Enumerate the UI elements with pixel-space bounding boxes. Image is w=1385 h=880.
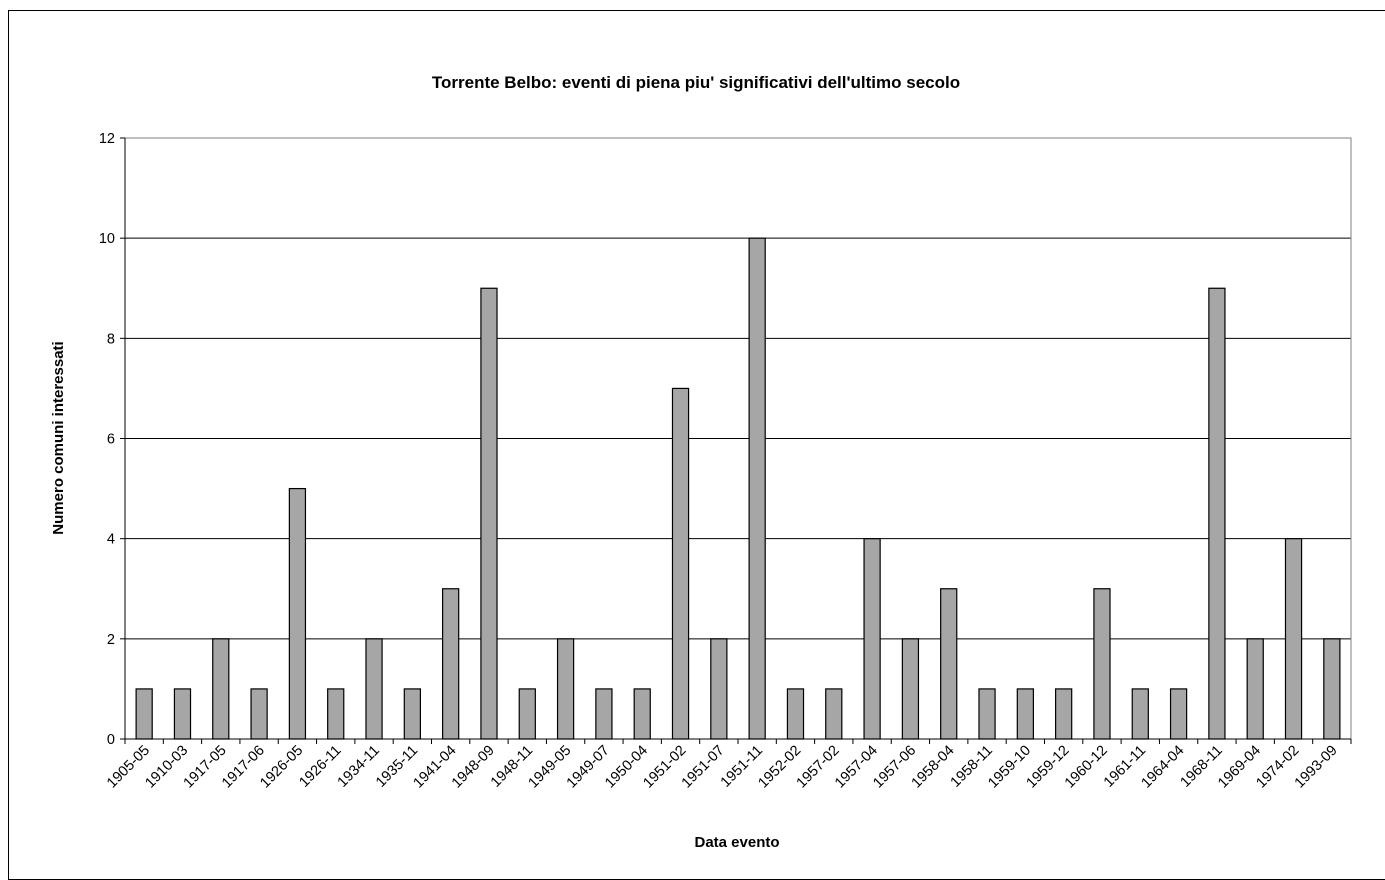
bar [1016, 688, 1034, 740]
bar [595, 688, 613, 740]
y-tick-label: 2 [107, 632, 115, 648]
bar [1284, 538, 1303, 740]
bar [1093, 588, 1111, 740]
bar [1169, 688, 1188, 740]
bar [1323, 638, 1341, 740]
chart-title: Torrente Belbo: eventi di piena piu' sig… [432, 73, 960, 92]
bar [403, 688, 421, 740]
bar [1131, 688, 1149, 740]
bar [365, 638, 383, 740]
y-tick-label: 8 [107, 331, 115, 347]
x-axis-ticks: 1905-051910-031917-051917-061926-051926-… [104, 739, 1352, 792]
x-tick-label: 1934-11 [335, 743, 383, 791]
bar [173, 688, 192, 740]
bar [1208, 287, 1226, 740]
bar [212, 638, 230, 740]
bar [671, 387, 690, 740]
x-axis-title: Data evento [694, 834, 779, 851]
x-tick-label: 1960-12 [1062, 743, 1111, 792]
y-axis-ticks: 0 2 4 6 8 10 12 [99, 131, 125, 748]
bar [288, 487, 307, 740]
x-tick-label: 1964-04 [1138, 743, 1187, 792]
bar [748, 237, 766, 740]
x-tick-label: 1948-09 [449, 743, 498, 792]
y-tick-label: 4 [107, 532, 115, 548]
x-tick-label: 1926-11 [296, 743, 344, 791]
bar [1246, 638, 1264, 740]
bar [633, 688, 651, 740]
bar [940, 588, 958, 740]
bar [518, 688, 536, 740]
x-tick-label: 1926-05 [257, 743, 306, 792]
bar [442, 588, 460, 740]
bar [863, 538, 881, 740]
y-tick-label: 6 [107, 432, 115, 448]
x-tick-label: 1951-07 [679, 743, 728, 792]
bar [135, 688, 153, 740]
y-axis-title: Numero comuni interessati [50, 341, 67, 534]
y-tick-label: 0 [107, 732, 115, 748]
bar [327, 688, 345, 740]
bar [250, 688, 268, 740]
bar [710, 638, 728, 740]
x-tick-label: 1993-09 [1292, 743, 1341, 792]
bar [901, 638, 920, 740]
bar [1055, 688, 1073, 740]
bar [825, 688, 843, 740]
bar [786, 688, 805, 740]
bar [556, 638, 575, 740]
gridlines [125, 137, 1351, 640]
bar [978, 688, 996, 740]
bar [480, 287, 498, 740]
bars [135, 237, 1341, 740]
y-tick-label: 12 [99, 131, 115, 147]
x-tick-label: 1958-04 [909, 743, 958, 792]
y-tick-label: 10 [99, 231, 115, 247]
